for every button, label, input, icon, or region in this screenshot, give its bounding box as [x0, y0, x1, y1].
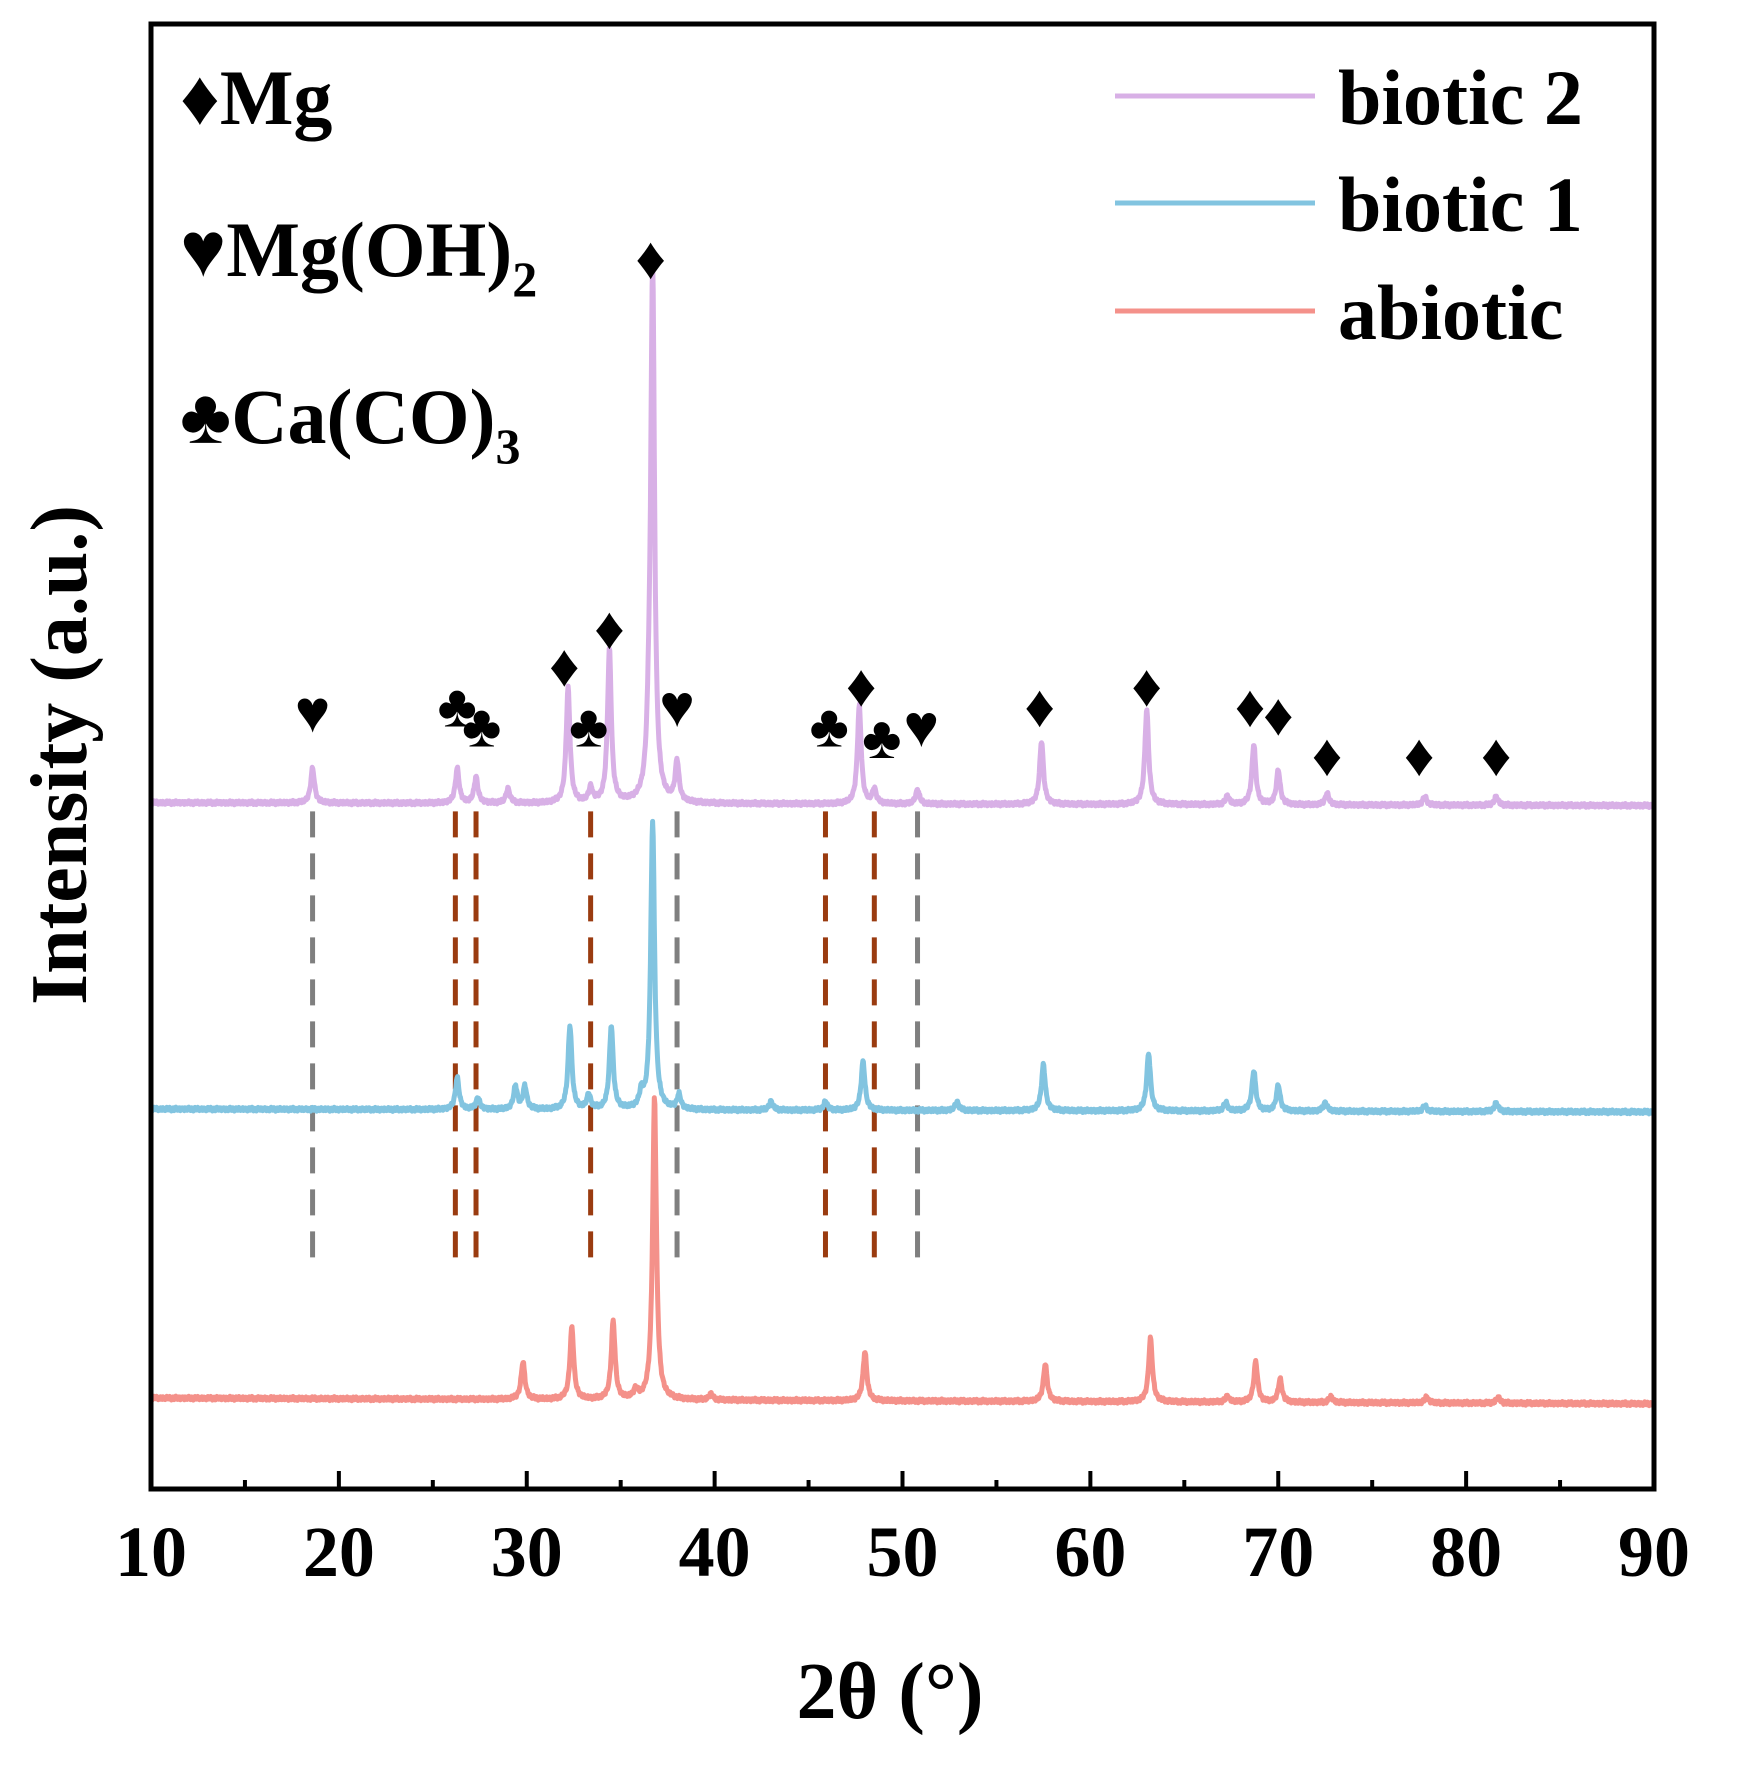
peak-marker-diamond-13: ♦	[1131, 653, 1162, 719]
series-line-biotic-2	[149, 256, 1657, 810]
phase-subscript-2: 2	[512, 251, 537, 307]
peak-marker-diamond-5: ♦	[594, 595, 625, 661]
x-axis-ticks: 10 20 30 40 50 60 70 80 90	[115, 1471, 1690, 1592]
peak-marker-club-10: ♣	[862, 705, 901, 771]
legend-label-biotic-2: biotic 2	[1338, 54, 1583, 141]
reference-lines	[310, 811, 921, 1266]
peak-marker-diamond-17: ♦	[1404, 723, 1435, 789]
phase-label-caco3: Ca(CO)	[231, 373, 495, 460]
series-line-biotic-1	[149, 818, 1657, 1117]
peak-marker-heart-11: ♥	[903, 694, 939, 760]
y-axis-title: Intensity (a.u.)	[16, 505, 104, 1005]
x-tick-label-30: 30	[491, 1512, 563, 1592]
series-legend: biotic 2 biotic 1 abiotic	[1115, 54, 1583, 356]
legend-label-biotic-1: biotic 1	[1338, 161, 1583, 248]
series-line-abiotic	[149, 1095, 1657, 1409]
x-tick-label-60: 60	[1054, 1512, 1126, 1592]
heart-icon: ♥	[180, 206, 226, 293]
x-tick-label-40: 40	[679, 1512, 751, 1592]
phase-legend-mg: ♦Mg	[180, 54, 332, 141]
peak-marker-diamond-3: ♦	[549, 633, 580, 699]
peak-marker-heart-7: ♥	[659, 673, 695, 739]
peak-marker-diamond-15: ♦	[1263, 682, 1294, 748]
x-tick-label-80: 80	[1430, 1512, 1502, 1592]
peak-marker-diamond-6: ♦	[635, 225, 666, 291]
peak-marker-diamond-9: ♦	[846, 653, 877, 719]
peak-marker-club-1: ♣	[438, 673, 477, 739]
peak-markers: ♥ ♣♣♦♣♦♦♥ ♣♦♣ ♥ ♦ ♦ ♦♦♦ ♦ ♦	[295, 225, 1512, 788]
x-tick-label-50: 50	[867, 1512, 939, 1592]
peak-marker-diamond-12: ♦	[1024, 673, 1055, 739]
club-icon: ♣	[180, 373, 231, 460]
x-axis-title: 2θ (°)	[796, 1648, 983, 1736]
phase-label-mg: Mg	[220, 54, 333, 141]
peak-marker-club-8: ♣	[810, 694, 849, 760]
x-tick-label-10: 10	[115, 1512, 187, 1592]
diamond-icon: ♦	[180, 54, 220, 141]
legend-label-abiotic: abiotic	[1338, 269, 1563, 356]
series-lines	[149, 256, 1657, 1409]
phase-legend: ♦Mg ♥Mg(OH)2 ♣Ca(CO)3	[180, 54, 537, 474]
peak-marker-club-2: ♣	[462, 694, 501, 760]
x-tick-label-90: 90	[1618, 1512, 1690, 1592]
peak-marker-club-4: ♣	[569, 694, 608, 760]
phase-legend-caco3: ♣Ca(CO)3	[180, 373, 520, 474]
peak-marker-diamond-18: ♦	[1481, 723, 1512, 789]
peak-marker-diamond-14: ♦	[1235, 673, 1266, 739]
peak-marker-diamond-16: ♦	[1312, 723, 1343, 789]
x-tick-label-20: 20	[303, 1512, 375, 1592]
phase-subscript-3: 3	[495, 418, 520, 474]
phase-legend-mgoh2: ♥Mg(OH)2	[180, 206, 537, 307]
peak-marker-heart-0: ♥	[295, 679, 331, 745]
phase-label-mgoh2: Mg(OH)	[226, 206, 512, 293]
x-tick-label-70: 70	[1242, 1512, 1314, 1592]
